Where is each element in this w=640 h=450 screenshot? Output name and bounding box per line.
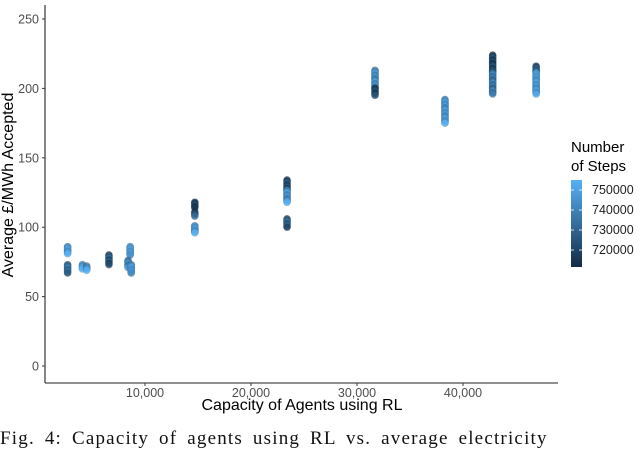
legend-title-line1: Number xyxy=(571,139,624,156)
data-point xyxy=(488,90,497,98)
data-point xyxy=(190,212,199,220)
y-tick-label: 50 xyxy=(25,290,39,304)
data-point xyxy=(532,90,541,98)
y-tick-label: 250 xyxy=(18,13,39,27)
x-tick-label: 10,000 xyxy=(126,386,164,400)
axes xyxy=(44,5,558,384)
y-tick-label: 0 xyxy=(32,360,39,374)
legend-label: 730000 xyxy=(592,223,634,237)
figure-caption: Fig. 4: Capacity of agents using RL vs. … xyxy=(0,428,548,449)
legend-label: 720000 xyxy=(592,243,634,257)
y-tick-label: 100 xyxy=(18,221,39,235)
data-point xyxy=(190,228,199,237)
x-axis-title: Capacity of Agents using RL xyxy=(201,397,402,414)
data-point xyxy=(82,266,91,275)
y-axis-title: Average £/MWh Accepted xyxy=(0,93,17,278)
data-point xyxy=(63,269,72,277)
colorbar xyxy=(571,180,582,267)
y-ticks: 0 50 100 150 200 250 xyxy=(18,13,45,374)
data-point xyxy=(283,198,291,207)
data-point xyxy=(105,260,113,269)
color-legend: Number of Steps 750000 740000 730000 720000 xyxy=(571,139,634,267)
y-tick-label: 200 xyxy=(18,82,39,96)
data-points xyxy=(63,51,541,277)
y-tick-label: 150 xyxy=(18,151,39,165)
legend-label: 740000 xyxy=(592,203,634,217)
x-tick-label: 40,000 xyxy=(444,386,482,400)
legend-title-line2: of Steps xyxy=(571,158,626,175)
x-tick-label: 30,000 xyxy=(338,386,376,400)
data-point xyxy=(63,249,72,258)
data-point xyxy=(127,269,136,277)
legend-label: 750000 xyxy=(592,183,634,197)
data-point xyxy=(283,223,291,232)
data-point xyxy=(441,119,449,127)
x-tick-label: 20,000 xyxy=(232,386,270,400)
legend-labels: 750000 740000 730000 720000 xyxy=(571,183,634,257)
data-point xyxy=(371,91,379,100)
x-ticks: 10,000 20,000 30,000 40,000 xyxy=(126,383,482,400)
